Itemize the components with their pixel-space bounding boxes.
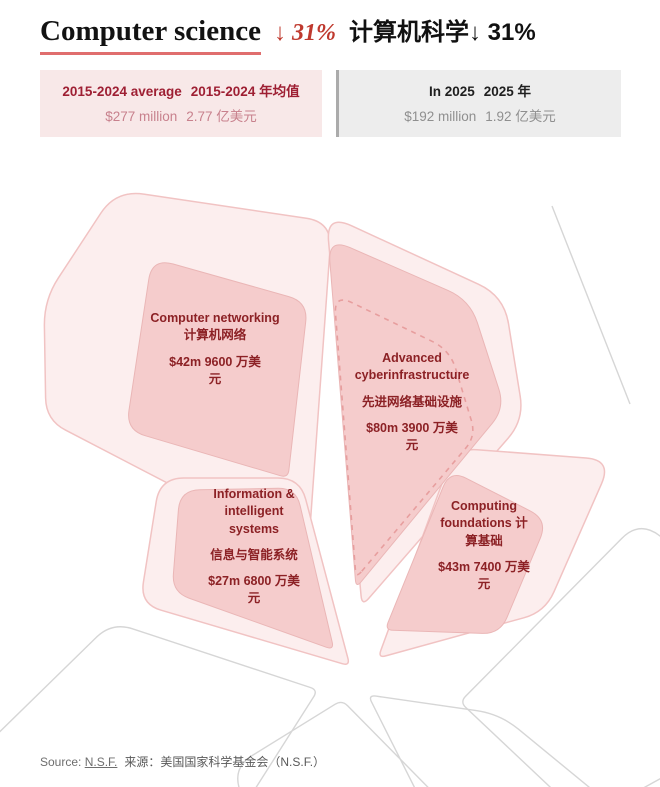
in-2025-funding-box: In 2025 2025 年 $192 million 1.92 亿美元: [336, 70, 621, 137]
nsf-link[interactable]: N.S.F.: [84, 755, 118, 769]
chart-header: Computer science ↓ 31% 计算机科学↓ 31%: [40, 12, 640, 55]
average-funding-box: 2015-2024 average 2015-2024 年均值 $277 mill…: [40, 70, 322, 137]
petal-2025-computing-foundations: [386, 475, 543, 634]
petal-2025-information-intelligent-systems: [172, 487, 334, 649]
average-label: 2015-2024 average 2015-2024 年均值: [62, 84, 300, 99]
in-2025-label: In 2025 2025 年: [428, 84, 532, 99]
summary-boxes: 2015-2024 average 2015-2024 年均值 $277 mill…: [40, 70, 621, 137]
source-zh: 来源：美国国家科学基金会（N.S.F.）: [124, 755, 326, 769]
in-2025-value: $192 million 1.92 亿美元: [404, 109, 556, 124]
petal-gray-right: [462, 527, 660, 787]
petal-gray-bottom-left: [0, 626, 316, 787]
petal-gray-top-right-edge: [551, 205, 631, 405]
petal-avg-dashed-advanced-cyberinfrastructure: [334, 299, 474, 576]
page-title-zh: 计算机科学↓ 31%: [348, 19, 536, 46]
petal-2025-computer-networking: [128, 262, 307, 477]
percent-change-badge: ↓ 31%: [273, 20, 336, 46]
petal-gray-bottom: [237, 701, 429, 787]
average-value: $277 million 2.77 亿美元: [105, 109, 257, 124]
page-title: Computer science: [40, 15, 261, 55]
source-line: Source: N.S.F. 来源：美国国家科学基金会（N.S.F.）: [40, 753, 325, 770]
petal-gray-bottom-right: [369, 695, 591, 787]
source-prefix: Source:: [40, 755, 85, 769]
petal-2025-advanced-cyberinfrastructure: [329, 244, 502, 585]
